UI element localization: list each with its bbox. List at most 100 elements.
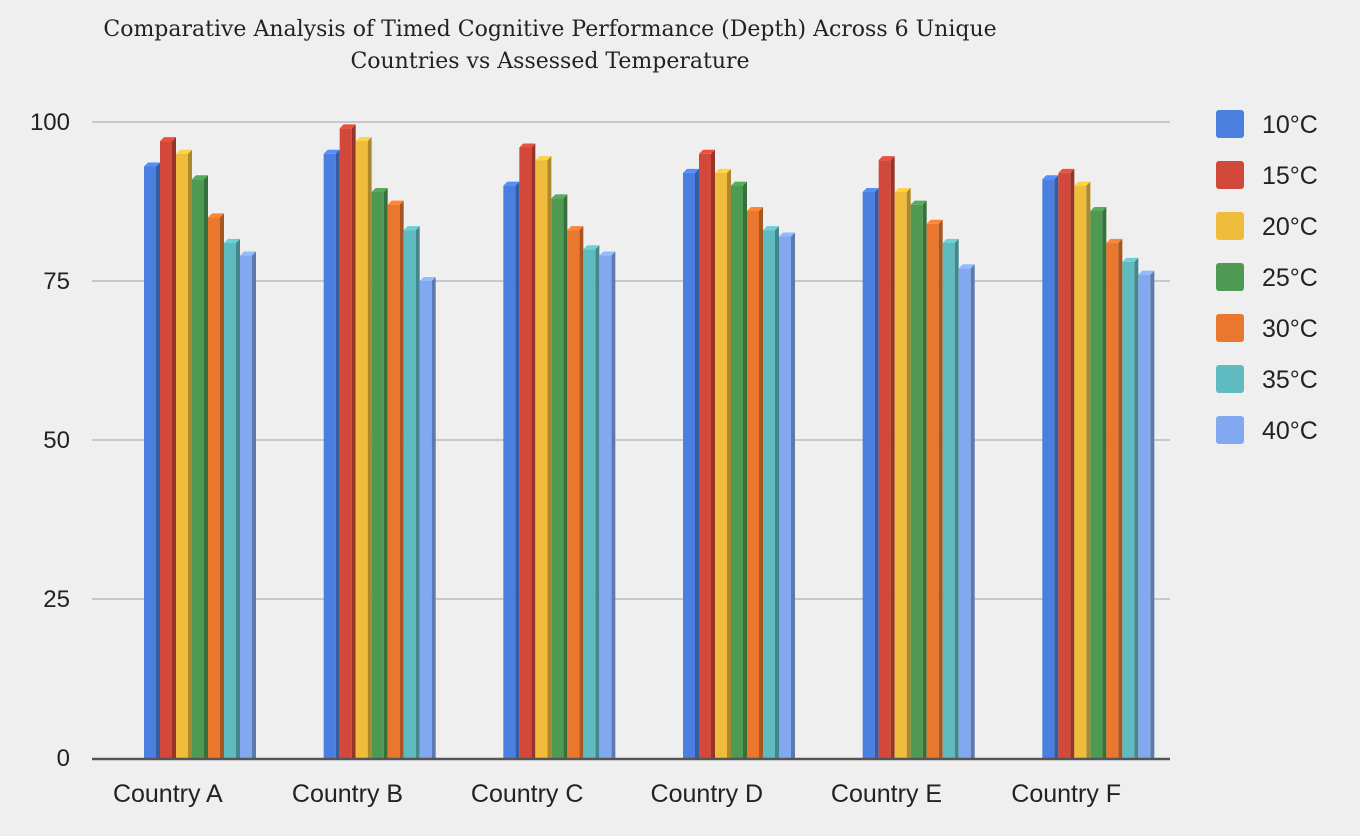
- bar-side: [954, 238, 959, 759]
- bar-top: [323, 149, 340, 154]
- bar-face: [371, 191, 384, 758]
- bar-top: [567, 226, 584, 231]
- x-tick-label: Country A: [113, 780, 223, 808]
- bar-side: [367, 137, 372, 758]
- bar-side: [1102, 207, 1107, 759]
- y-tick-label: 100: [30, 109, 70, 136]
- bar-side: [775, 226, 779, 758]
- bar-top: [1138, 270, 1155, 275]
- bar-side: [563, 194, 568, 758]
- x-tick-label: Country C: [471, 780, 584, 808]
- bar-face: [1106, 242, 1119, 759]
- bar: [176, 149, 192, 759]
- bar-side: [695, 168, 699, 758]
- bar-side: [204, 175, 208, 759]
- bar-face: [208, 217, 220, 758]
- bar-face: [1122, 261, 1135, 758]
- bar-face: [862, 191, 875, 758]
- bar: [715, 168, 731, 758]
- bar-face: [403, 230, 416, 758]
- bar-side: [874, 187, 879, 758]
- bar-top: [403, 226, 420, 231]
- bar-top: [862, 187, 879, 192]
- legend-swatch: [1216, 110, 1244, 138]
- bar: [419, 277, 436, 758]
- legend-item: 35°C: [1216, 365, 1318, 394]
- x-tick-label: Country E: [831, 780, 942, 808]
- bar-face: [519, 147, 532, 758]
- bar-top: [371, 187, 388, 192]
- bar-side: [922, 200, 927, 758]
- bar-side: [579, 226, 584, 758]
- bar-top: [699, 149, 715, 154]
- bar-face: [240, 255, 252, 758]
- bar-face: [942, 242, 955, 759]
- bar-face: [715, 172, 727, 758]
- bar-face: [1074, 185, 1087, 759]
- bar-face: [699, 153, 711, 759]
- x-axis-tick-labels: Country A Country B Country C Country D Coun…: [113, 780, 1121, 808]
- bar-side: [156, 162, 160, 758]
- bar: [503, 181, 520, 759]
- bar-face: [583, 249, 596, 758]
- bar-top: [747, 207, 763, 212]
- bar-side: [431, 277, 436, 758]
- x-tick-label: Country F: [1011, 780, 1121, 808]
- legend-swatch: [1216, 365, 1244, 393]
- bar: [371, 187, 388, 758]
- bar-side: [236, 238, 240, 759]
- legend-label: 40°C: [1262, 417, 1318, 445]
- bar: [958, 264, 975, 758]
- y-tick-label: 75: [43, 268, 70, 295]
- bar-face: [323, 153, 336, 759]
- bar-top: [192, 175, 208, 180]
- bar-side: [791, 232, 795, 759]
- bar-top: [1058, 168, 1075, 173]
- bar-face: [1058, 172, 1071, 758]
- bar: [355, 137, 372, 758]
- bar-face: [926, 223, 939, 758]
- chart-title-line-1: Comparative Analysis of Timed Cognitive …: [103, 17, 996, 42]
- bar: [144, 162, 160, 758]
- chart-title-line-2: Countries vs Assessed Temperature: [350, 49, 749, 74]
- bar-top: [208, 213, 224, 218]
- legend-label: 25°C: [1262, 264, 1318, 292]
- bar: [567, 226, 584, 758]
- bar-face: [683, 172, 695, 758]
- bar: [1058, 168, 1075, 758]
- bar: [878, 156, 895, 758]
- bar-top: [683, 168, 699, 173]
- bar-top: [176, 149, 192, 154]
- bar: [699, 149, 715, 759]
- bar-top: [1106, 238, 1123, 243]
- bar-top: [1042, 175, 1059, 180]
- bar-side: [1150, 270, 1155, 758]
- bar: [763, 226, 779, 758]
- bar-face: [387, 204, 400, 758]
- bar-top: [763, 226, 779, 231]
- bar-top: [779, 232, 795, 237]
- bar-face: [176, 153, 188, 759]
- bars: [144, 124, 1155, 759]
- bar: [747, 207, 763, 759]
- bar-side: [595, 245, 600, 758]
- bar: [323, 149, 340, 759]
- bar-side: [1054, 175, 1059, 759]
- bar-face: [160, 141, 172, 758]
- bar: [731, 181, 747, 759]
- legend-swatch: [1216, 263, 1244, 291]
- bar-side: [515, 181, 520, 759]
- bar: [1138, 270, 1155, 758]
- bar-top: [878, 156, 895, 161]
- bar-face: [192, 179, 204, 759]
- bar-top: [503, 181, 520, 186]
- bar-side: [906, 187, 911, 758]
- bar-side: [188, 149, 192, 759]
- bar-side: [415, 226, 420, 758]
- bar-face: [224, 242, 236, 759]
- bar-side: [611, 251, 616, 758]
- legend-item: 10°C: [1216, 110, 1318, 139]
- bar-face: [958, 268, 971, 758]
- bar-face: [1042, 179, 1055, 759]
